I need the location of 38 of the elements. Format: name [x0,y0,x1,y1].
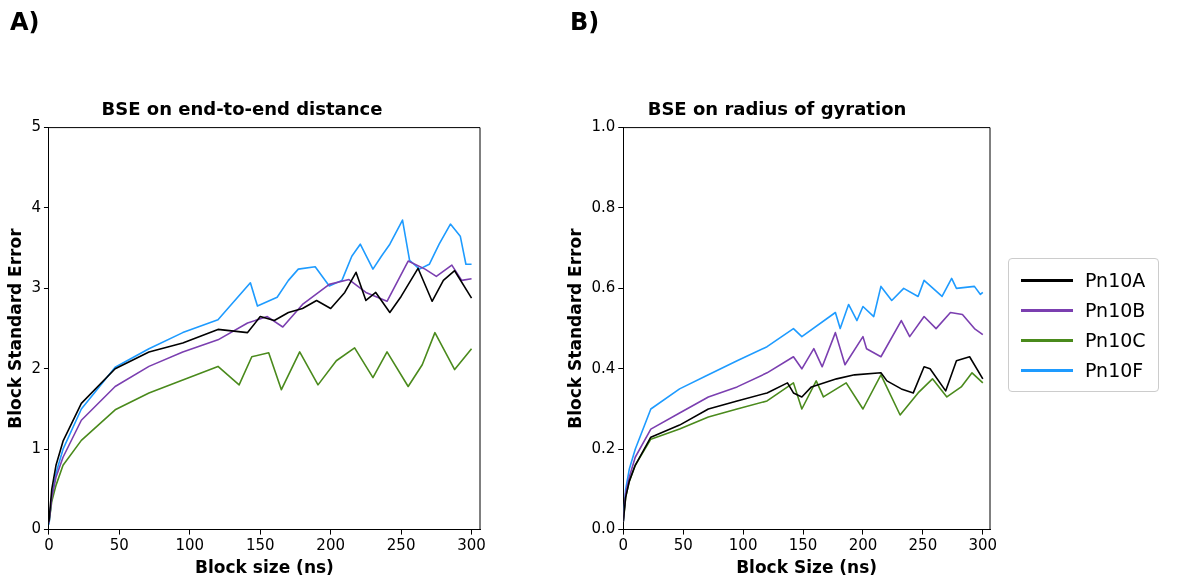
y-tick-label: 0.4 [591,358,616,377]
y-tick-label: 0.0 [591,519,616,538]
y-axis-title: Block Standard Error [4,227,25,429]
text: A) [10,8,40,36]
x-tick-label: 300 [457,536,486,555]
legend-label: Pn10C [1085,329,1146,351]
chart-title: BSE on radius of gyration [647,98,907,120]
x-tick-label: 100 [175,536,205,555]
x-tick-label: 0 [44,536,54,555]
y-tick-label: 2 [31,358,41,377]
legend-label: Pn10F [1085,359,1144,381]
y-axis-title: Block Standard Error [564,227,585,429]
y-tick-label: 0.6 [591,278,616,297]
x-tick-label: 50 [673,536,693,555]
x-tick-label: 300 [968,536,998,555]
legend-label: Pn10B [1085,299,1146,321]
y-tick-label: 1 [31,439,41,458]
x-tick-label: 150 [788,536,818,555]
legend-label: Pn10A [1085,269,1146,291]
y-tick-label: 5 [31,117,41,136]
y-tick-label: 3 [31,278,41,297]
x-tick-label: 250 [908,536,938,555]
x-axis-title: Block size (ns) [195,557,334,578]
x-tick-label: 200 [848,536,878,555]
x-axis-title: Block Size (ns) [736,557,878,578]
y-tick-label: 0 [31,519,41,538]
x-tick-label: 0 [618,536,629,555]
x-tick-label: 50 [109,536,129,555]
chart-title: BSE on end-to-end distance [101,98,383,120]
y-tick-label: 0.2 [591,439,616,458]
x-tick-label: 250 [386,536,416,555]
y-tick-label: 1.0 [591,117,616,136]
text: B) [570,8,600,36]
y-tick-label: 0.8 [591,197,616,216]
x-tick-label: 200 [316,536,345,555]
x-tick-label: 150 [245,536,275,555]
x-tick-label: 100 [728,536,758,555]
y-tick-label: 4 [31,197,41,216]
